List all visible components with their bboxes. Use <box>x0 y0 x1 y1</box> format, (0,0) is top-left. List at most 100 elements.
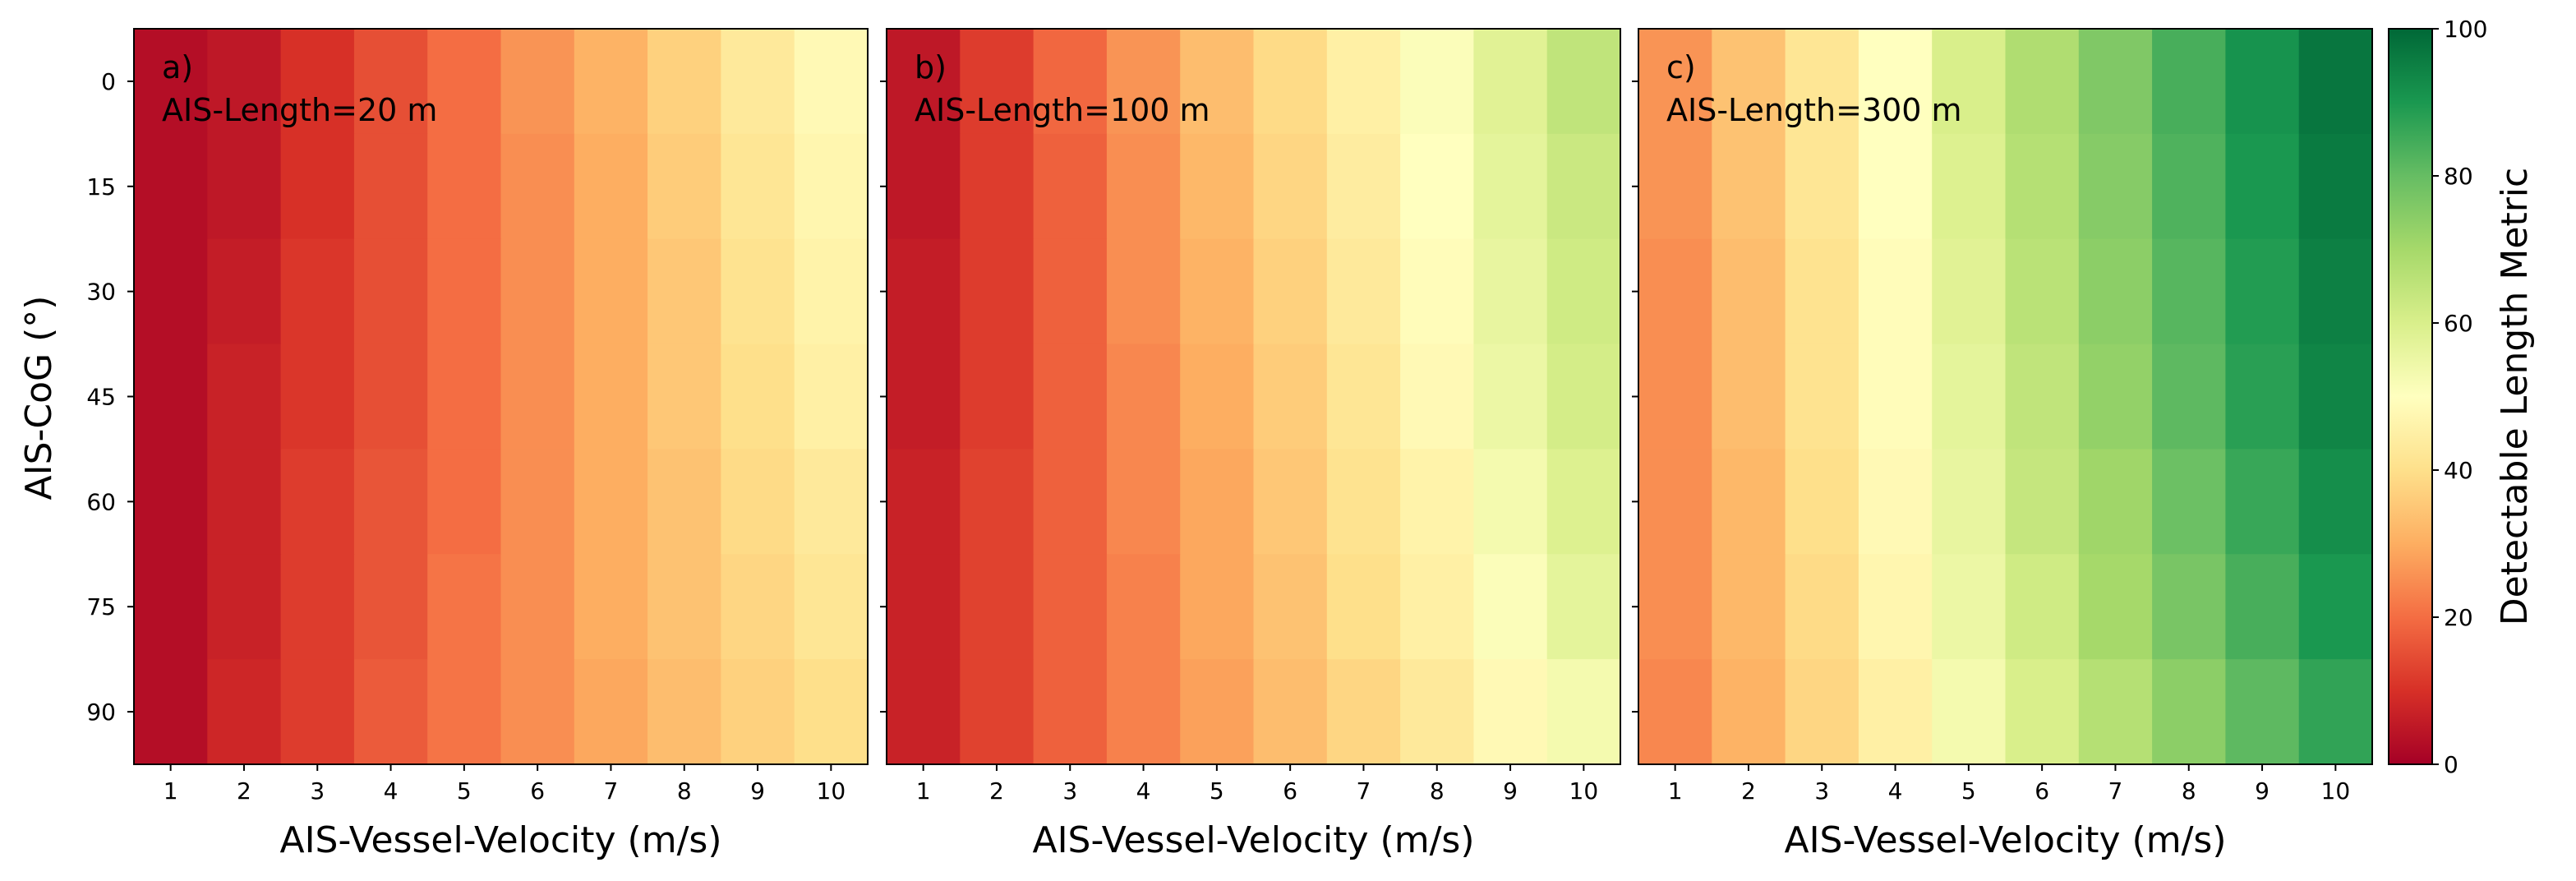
heatmap-cell <box>2298 344 2373 450</box>
heatmap-cell <box>134 133 208 240</box>
heatmap-cell <box>2078 554 2153 660</box>
heatmap-cell <box>1180 554 1255 660</box>
heatmap-cell <box>1638 344 1712 450</box>
heatmap-cell <box>353 238 428 345</box>
heatmap-cell <box>647 449 721 555</box>
x-tick-label: 9 <box>2255 777 2270 805</box>
x-tick-label: 1 <box>1668 777 1683 805</box>
heatmap-cell <box>574 659 648 765</box>
x-tick-label: 10 <box>817 777 846 805</box>
heatmap-cell <box>1326 659 1401 765</box>
heatmap-cell <box>2078 29 2153 135</box>
heatmap-cell <box>1326 29 1401 135</box>
heatmap-cell <box>1180 344 1255 450</box>
heatmap-cell <box>500 29 575 135</box>
heatmap-cell <box>427 659 502 765</box>
heatmap-cell <box>427 449 502 555</box>
heatmap-cell <box>1638 449 1712 555</box>
heatmap-cell <box>207 344 282 450</box>
x-tick-label: 8 <box>677 777 692 805</box>
heatmap-cell <box>887 344 961 450</box>
heatmap-cell <box>794 449 869 555</box>
heatmap-cell <box>794 133 869 240</box>
heatmap-cell <box>1638 659 1712 765</box>
heatmap-cell <box>2152 29 2226 135</box>
heatmap-cell <box>2005 659 2080 765</box>
heatmap-cell <box>574 554 648 660</box>
heatmap-cell <box>500 449 575 555</box>
heatmap-cell <box>1106 238 1181 345</box>
heatmap-cell <box>1712 659 1786 765</box>
heatmap-cell <box>500 554 575 660</box>
x-tick-label: 1 <box>916 777 931 805</box>
heatmap-cell <box>1473 554 1548 660</box>
heatmap-cell <box>2005 449 2080 555</box>
heatmap-cell <box>887 659 961 765</box>
heatmap-cell <box>1785 238 1859 345</box>
colorbar-tick-label: 20 <box>2444 604 2473 631</box>
x-tick-label: 3 <box>1062 777 1077 805</box>
heatmap-cell <box>134 344 208 450</box>
heatmap-cell <box>887 554 961 660</box>
panel-label: a) <box>162 49 193 85</box>
heatmap-cell <box>794 659 869 765</box>
heatmap-cell <box>2152 238 2226 345</box>
heatmap-cell <box>2225 238 2300 345</box>
heatmap-cell <box>794 344 869 450</box>
heatmap-cell <box>1326 133 1401 240</box>
heatmap-cell <box>1033 659 1108 765</box>
heatmap-cell <box>1253 554 1328 660</box>
colorbar-tick-label: 0 <box>2444 751 2458 778</box>
heatmap-cell <box>960 238 1035 345</box>
heatmap-cell <box>1473 344 1548 450</box>
y-axis-label: AIS-CoG (°) <box>18 296 60 500</box>
x-tick-label: 3 <box>1814 777 1829 805</box>
heatmap-cell <box>1033 133 1108 240</box>
panel-annotation: AIS-Length=100 m <box>915 92 1210 128</box>
heatmap-cell <box>1253 449 1328 555</box>
heatmap-cell <box>960 449 1035 555</box>
x-axis-label: AIS-Vessel-Velocity (m/s) <box>1032 819 1474 861</box>
heatmap-cell <box>1546 659 1621 765</box>
heatmap-cell <box>1106 659 1181 765</box>
heatmap-cell <box>2152 659 2226 765</box>
heatmap-cell <box>794 29 869 135</box>
heatmap-cell <box>1932 238 2007 345</box>
heatmap-cell <box>280 554 355 660</box>
heatmap-cell <box>280 133 355 240</box>
heatmap-cell <box>1546 133 1621 240</box>
heatmap-cell <box>1932 344 2007 450</box>
heatmap-cell <box>1253 29 1328 135</box>
heatmap-cell <box>647 659 721 765</box>
colorbar-bar <box>2388 28 2433 765</box>
heatmap-cell <box>280 344 355 450</box>
heatmap-cell <box>2225 449 2300 555</box>
heatmap-cell <box>280 449 355 555</box>
panel-label: b) <box>915 49 947 85</box>
heatmap-cell <box>1106 554 1181 660</box>
heatmap-cell <box>1785 29 1859 135</box>
heatmap-cell <box>1400 659 1474 765</box>
heatmap-cell <box>1546 29 1621 135</box>
x-tick-label: 8 <box>2182 777 2196 805</box>
heatmap-cell <box>1180 238 1255 345</box>
colorbar-tick-label: 100 <box>2444 16 2487 43</box>
x-tick-label: 7 <box>2108 777 2123 805</box>
heatmap-cell <box>1180 659 1255 765</box>
heatmap-cell <box>2225 133 2300 240</box>
x-axis-label: AIS-Vessel-Velocity (m/s) <box>279 819 721 861</box>
x-tick-label: 7 <box>1357 777 1371 805</box>
x-tick-label: 2 <box>237 777 251 805</box>
heatmap-cell <box>1106 449 1181 555</box>
colorbar-tick-label: 60 <box>2444 310 2473 337</box>
heatmap-cell <box>1180 133 1255 240</box>
x-tick-label: 10 <box>1569 777 1599 805</box>
heatmap-cell <box>427 238 502 345</box>
x-tick-label: 3 <box>310 777 325 805</box>
heatmap-cell <box>2225 554 2300 660</box>
y-tick-label: 15 <box>86 173 116 201</box>
heatmap-cell <box>1473 29 1548 135</box>
heatmap-cell <box>1473 133 1548 240</box>
x-tick-label: 5 <box>457 777 472 805</box>
